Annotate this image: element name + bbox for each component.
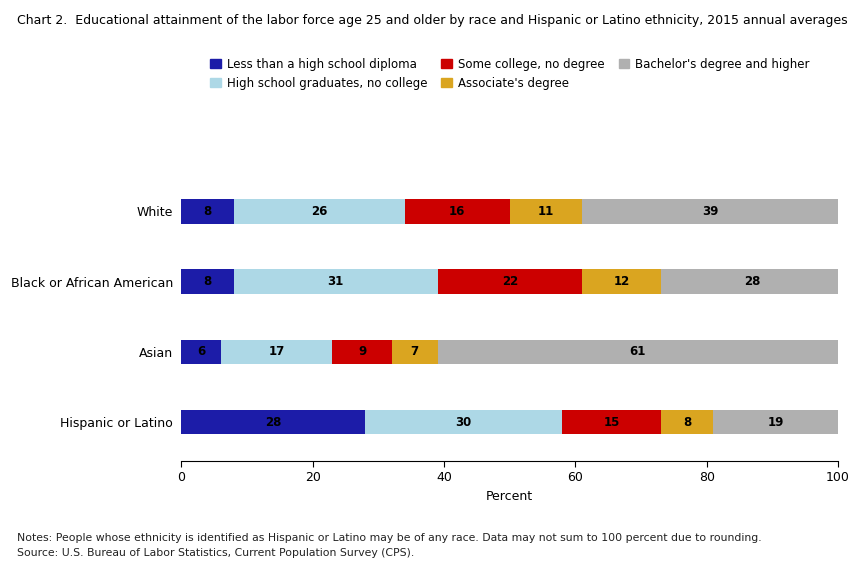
Text: 28: 28 — [745, 275, 761, 288]
Bar — [391, 340, 437, 364]
Text: 7: 7 — [410, 346, 419, 358]
Text: 26: 26 — [311, 205, 327, 218]
Text: 12: 12 — [613, 275, 630, 288]
Bar — [404, 199, 510, 223]
Text: Notes: People whose ethnicity is identified as Hispanic or Latino may be of any : Notes: People whose ethnicity is identif… — [17, 533, 762, 543]
Text: 61: 61 — [630, 346, 646, 358]
Text: 28: 28 — [265, 416, 282, 429]
Bar — [181, 410, 365, 434]
Text: 11: 11 — [537, 205, 554, 218]
Bar — [181, 199, 234, 223]
Text: 8: 8 — [683, 416, 691, 429]
Bar — [221, 340, 333, 364]
Bar — [181, 270, 234, 294]
Bar — [562, 410, 661, 434]
Text: 19: 19 — [767, 416, 784, 429]
Text: 31: 31 — [327, 275, 344, 288]
Bar — [234, 199, 404, 223]
Bar — [181, 340, 221, 364]
Bar — [333, 340, 391, 364]
Text: 15: 15 — [603, 416, 619, 429]
Text: 8: 8 — [204, 205, 212, 218]
Text: 8: 8 — [204, 275, 212, 288]
Bar — [510, 199, 582, 223]
Text: 17: 17 — [269, 346, 285, 358]
Bar — [437, 270, 582, 294]
Bar — [661, 410, 714, 434]
Bar — [582, 199, 838, 223]
Text: 30: 30 — [455, 416, 472, 429]
Text: 6: 6 — [197, 346, 206, 358]
X-axis label: Percent: Percent — [486, 490, 533, 503]
Text: 9: 9 — [358, 346, 366, 358]
Bar — [661, 270, 845, 294]
Bar — [437, 340, 838, 364]
Text: 22: 22 — [502, 275, 518, 288]
Text: Chart 2.  Educational attainment of the labor force age 25 and older by race and: Chart 2. Educational attainment of the l… — [17, 14, 848, 28]
Text: 16: 16 — [449, 205, 466, 218]
Text: 39: 39 — [702, 205, 718, 218]
Bar — [582, 270, 661, 294]
Bar — [365, 410, 562, 434]
Bar — [234, 270, 437, 294]
Text: Source: U.S. Bureau of Labor Statistics, Current Population Survey (CPS).: Source: U.S. Bureau of Labor Statistics,… — [17, 548, 415, 558]
Bar — [714, 410, 838, 434]
Legend: Less than a high school diploma, High school graduates, no college, Some college: Less than a high school diploma, High sc… — [210, 58, 810, 90]
